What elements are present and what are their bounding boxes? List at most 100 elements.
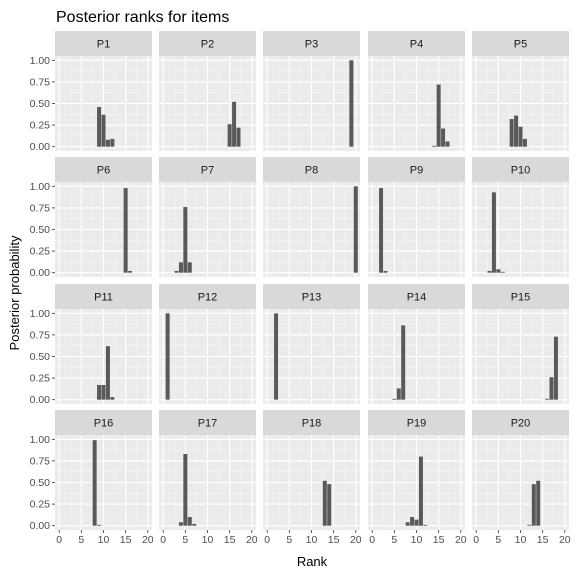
bar-p6-rank-15 — [123, 188, 128, 273]
x-tick-label: 5 — [391, 534, 397, 546]
x-tick-label: 5 — [495, 534, 501, 546]
bar-p5-rank-11 — [522, 138, 527, 147]
facet-panel-p1: P1 0.00 0.25 0.50 0.75 1.00 — [30, 31, 152, 153]
y-tick-label: 0.25 — [30, 246, 51, 258]
y-tick-label: 0.75 — [30, 202, 51, 214]
x-tick-label: 15 — [537, 534, 549, 546]
facet-panel-p18: P18 0 5 10 15 20 — [263, 410, 362, 546]
facet-strip — [368, 31, 465, 56]
x-tick-label: 20 — [559, 534, 571, 546]
facet-strip-label: P15 — [511, 292, 531, 304]
bar-p19-rank-8 — [405, 522, 410, 526]
facet-strip-label: P11 — [94, 292, 113, 304]
y-tick-label: 1.00 — [30, 308, 51, 320]
facet-panel-p7: P7 — [159, 157, 256, 277]
facet-strip — [55, 410, 152, 435]
y-tick-label: 0.25 — [30, 499, 51, 511]
bar-p7-rank-3 — [174, 270, 179, 273]
y-tick-label: 0.75 — [30, 329, 51, 341]
x-tick-label: 10 — [515, 534, 527, 546]
chart-title: Posterior ranks for items — [56, 9, 229, 26]
bar-p10-rank-3 — [487, 270, 492, 273]
y-tick-label: 0.00 — [30, 141, 51, 153]
facet-panel-p8: P8 — [263, 157, 360, 277]
facet-strip — [55, 284, 152, 309]
bar-p9-rank-2 — [379, 188, 384, 273]
bar-p6-rank-16 — [128, 270, 133, 273]
bar-p4-rank-16 — [441, 128, 446, 147]
facet-panel-p11: P11 0.00 0.25 0.50 0.75 1.00 — [30, 284, 152, 406]
x-axis-label: Rank — [297, 554, 328, 569]
y-tick-label: 0.25 — [30, 120, 51, 132]
bar-p1-rank-9 — [97, 106, 102, 147]
x-tick-label: 5 — [182, 534, 188, 546]
facet-strip — [55, 31, 152, 56]
bar-p11-rank-12 — [110, 397, 115, 400]
facet-strip — [159, 157, 256, 182]
bar-p8-rank-20 — [353, 186, 358, 273]
y-tick-label: 0.50 — [30, 98, 51, 110]
bar-p2-rank-16 — [232, 101, 237, 147]
bar-p1-rank-10 — [101, 114, 106, 147]
y-tick-label: 0.50 — [30, 351, 51, 363]
x-tick-label: 0 — [264, 534, 270, 546]
bar-p7-rank-5 — [183, 207, 188, 273]
facet-strip — [263, 157, 360, 182]
y-tick-label: 1.00 — [30, 434, 51, 446]
facet-strip — [159, 31, 256, 56]
y-tick-label: 0.25 — [30, 373, 51, 385]
facet-panel-p13: P13 — [263, 284, 360, 404]
facet-panel-p19: P19 0 5 10 15 20 — [368, 410, 467, 546]
bar-p3-rank-19 — [349, 60, 354, 147]
x-tick-label: 20 — [142, 534, 154, 546]
facet-panel-p4: P4 — [368, 31, 465, 151]
facet-panel-p20: P20 0 5 10 15 20 — [472, 410, 571, 546]
facet-strip — [55, 157, 152, 182]
facet-panel-p3: P3 — [263, 31, 360, 151]
facet-strip-label: P19 — [407, 418, 427, 430]
bar-p19-rank-12 — [423, 524, 428, 526]
y-tick-label: 0.00 — [30, 394, 51, 406]
facet-strip-label: P7 — [201, 165, 214, 177]
facet-strip — [159, 410, 256, 435]
bar-p5-rank-10 — [518, 126, 523, 147]
facet-strip-label: P10 — [511, 165, 531, 177]
x-tick-label: 0 — [473, 534, 479, 546]
bar-p12-rank-1 — [165, 313, 170, 400]
facet-strip-label: P20 — [511, 418, 531, 430]
facet-strip-label: P2 — [201, 39, 214, 51]
x-tick-label: 20 — [246, 534, 258, 546]
bar-p14-rank-5 — [392, 398, 397, 400]
bar-p19-rank-10 — [414, 519, 419, 526]
x-tick-label: 10 — [98, 534, 110, 546]
bar-p11-rank-9 — [97, 385, 102, 400]
x-tick-label: 0 — [56, 534, 62, 546]
facet-strip — [368, 410, 465, 435]
facet-strip — [472, 410, 569, 435]
facet-strip-label: P8 — [305, 165, 318, 177]
x-tick-label: 0 — [369, 534, 375, 546]
y-tick-label: 1.00 — [30, 55, 51, 67]
facet-strip — [368, 284, 465, 309]
facet-strip-label: P4 — [410, 39, 423, 51]
bar-p13-rank-2 — [274, 313, 279, 400]
facet-strip-label: P1 — [97, 39, 110, 51]
x-tick-label: 5 — [78, 534, 84, 546]
facet-panels: P1 0.00 0.25 0.50 0.75 1.00 P2 P3 P4 P5 P6 0.00 0.25… — [30, 31, 571, 546]
bar-p5-rank-9 — [514, 115, 519, 147]
x-tick-label: 10 — [411, 534, 423, 546]
facet-strip-label: P3 — [305, 39, 318, 51]
bar-p16-rank-9 — [97, 524, 102, 526]
bar-p20-rank-14 — [536, 480, 541, 526]
y-tick-label: 0.75 — [30, 455, 51, 467]
bar-p11-rank-10 — [101, 385, 106, 400]
facet-strip — [368, 157, 465, 182]
bar-p10-rank-6 — [500, 271, 505, 273]
facet-strip-label: P16 — [94, 418, 114, 430]
bar-p10-rank-4 — [491, 192, 496, 273]
bar-p17-rank-7 — [192, 523, 197, 526]
facet-panel-p9: P9 — [368, 157, 465, 277]
bar-p20-rank-13 — [531, 484, 536, 526]
x-tick-label: 15 — [433, 534, 445, 546]
